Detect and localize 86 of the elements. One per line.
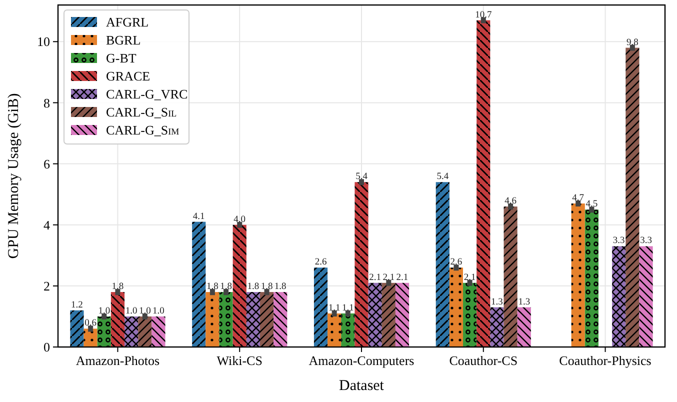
legend-label: G-BT xyxy=(106,50,136,66)
bar xyxy=(449,268,464,347)
data-label: 10.7 xyxy=(475,10,492,20)
data-label: 1.1 xyxy=(342,303,354,314)
data-label: 1.8 xyxy=(247,282,260,292)
legend-label: CARL-G_VRC xyxy=(106,86,188,102)
data-label: 1.0 xyxy=(138,306,152,316)
data-label: 4.7 xyxy=(572,193,584,204)
data-label: 0.6 xyxy=(84,318,97,329)
data-label: 1.8 xyxy=(112,282,124,292)
bar xyxy=(274,292,288,347)
y-tick-label: 8 xyxy=(44,95,50,110)
bar xyxy=(314,268,328,347)
data-label: 3.3 xyxy=(640,236,652,246)
bar xyxy=(341,313,355,347)
bar xyxy=(124,316,138,347)
legend-label: AFGRL xyxy=(106,14,149,30)
data-label: 4.1 xyxy=(192,212,206,222)
data-label: 5.4 xyxy=(356,172,368,182)
legend-label: BGRL xyxy=(106,32,141,48)
data-label: 2.6 xyxy=(450,258,462,268)
bar xyxy=(436,182,450,347)
data-label: 1.0 xyxy=(152,306,165,316)
bar xyxy=(219,292,233,347)
bar xyxy=(584,210,598,347)
y-tick-label: 2 xyxy=(44,278,50,294)
bar xyxy=(97,316,111,347)
data-label: 2.1 xyxy=(382,272,395,283)
bar xyxy=(232,224,246,347)
bar xyxy=(246,292,260,347)
data-label: 1.8 xyxy=(206,282,219,292)
data-label: 4.6 xyxy=(504,196,517,207)
bar xyxy=(354,182,368,347)
data-label: 2.1 xyxy=(396,272,408,283)
bar xyxy=(571,203,585,347)
bar xyxy=(152,316,166,347)
x-tick-label: Coauthor-CS xyxy=(449,353,518,368)
data-label: 5.4 xyxy=(436,172,449,182)
bar xyxy=(368,282,382,347)
bar xyxy=(626,48,640,347)
bar xyxy=(138,316,152,347)
bar xyxy=(639,246,653,347)
bar xyxy=(110,292,125,347)
bar xyxy=(328,313,342,347)
bar xyxy=(382,282,396,347)
data-label: 1.8 xyxy=(260,282,273,292)
bar xyxy=(612,246,626,347)
y-axis-title: GPU Memory Usage (GiB) xyxy=(6,93,22,259)
x-tick-label: Amazon-Photos xyxy=(76,353,160,368)
y-tick-label: 10 xyxy=(37,34,50,50)
y-tick-label: 4 xyxy=(44,217,50,232)
data-label: 3.3 xyxy=(612,236,626,246)
x-tick-label: Amazon-Computers xyxy=(308,353,414,368)
data-label: 1.3 xyxy=(491,297,504,308)
bar xyxy=(192,222,206,347)
data-label: 2.6 xyxy=(314,258,327,268)
bar xyxy=(70,310,84,347)
y-tick-label: 6 xyxy=(44,156,50,172)
data-label: 1.8 xyxy=(274,282,287,292)
y-tick-label: 0 xyxy=(44,340,50,355)
legend-label: CARL-G_Sil xyxy=(106,104,177,120)
data-label: 1.1 xyxy=(328,303,341,314)
x-tick-label: Coauthor-Physics xyxy=(559,353,652,368)
data-label: 2.1 xyxy=(464,272,476,283)
data-label: 2.1 xyxy=(369,272,382,283)
bar xyxy=(490,307,504,347)
bar xyxy=(260,292,274,347)
data-label: 1.0 xyxy=(125,306,138,316)
data-label: 1.3 xyxy=(518,297,530,308)
bar xyxy=(206,292,220,347)
data-label: 1.2 xyxy=(71,300,84,310)
bar xyxy=(395,282,410,347)
data-label: 4.5 xyxy=(586,200,598,210)
bar xyxy=(517,307,531,347)
data-label: 1.0 xyxy=(98,306,110,316)
bar xyxy=(463,282,477,347)
bar xyxy=(504,206,518,347)
data-label: 1.8 xyxy=(220,282,232,292)
data-label: 9.8 xyxy=(626,38,639,48)
bar xyxy=(476,20,490,347)
legend-label: GRACE xyxy=(106,68,150,84)
x-tick-label: Wiki-CS xyxy=(216,353,262,368)
bar xyxy=(84,328,98,347)
data-label: 4.0 xyxy=(234,214,246,225)
x-axis-title: Dataset xyxy=(339,378,385,394)
legend-label: CARL-G_Sim xyxy=(106,122,180,138)
